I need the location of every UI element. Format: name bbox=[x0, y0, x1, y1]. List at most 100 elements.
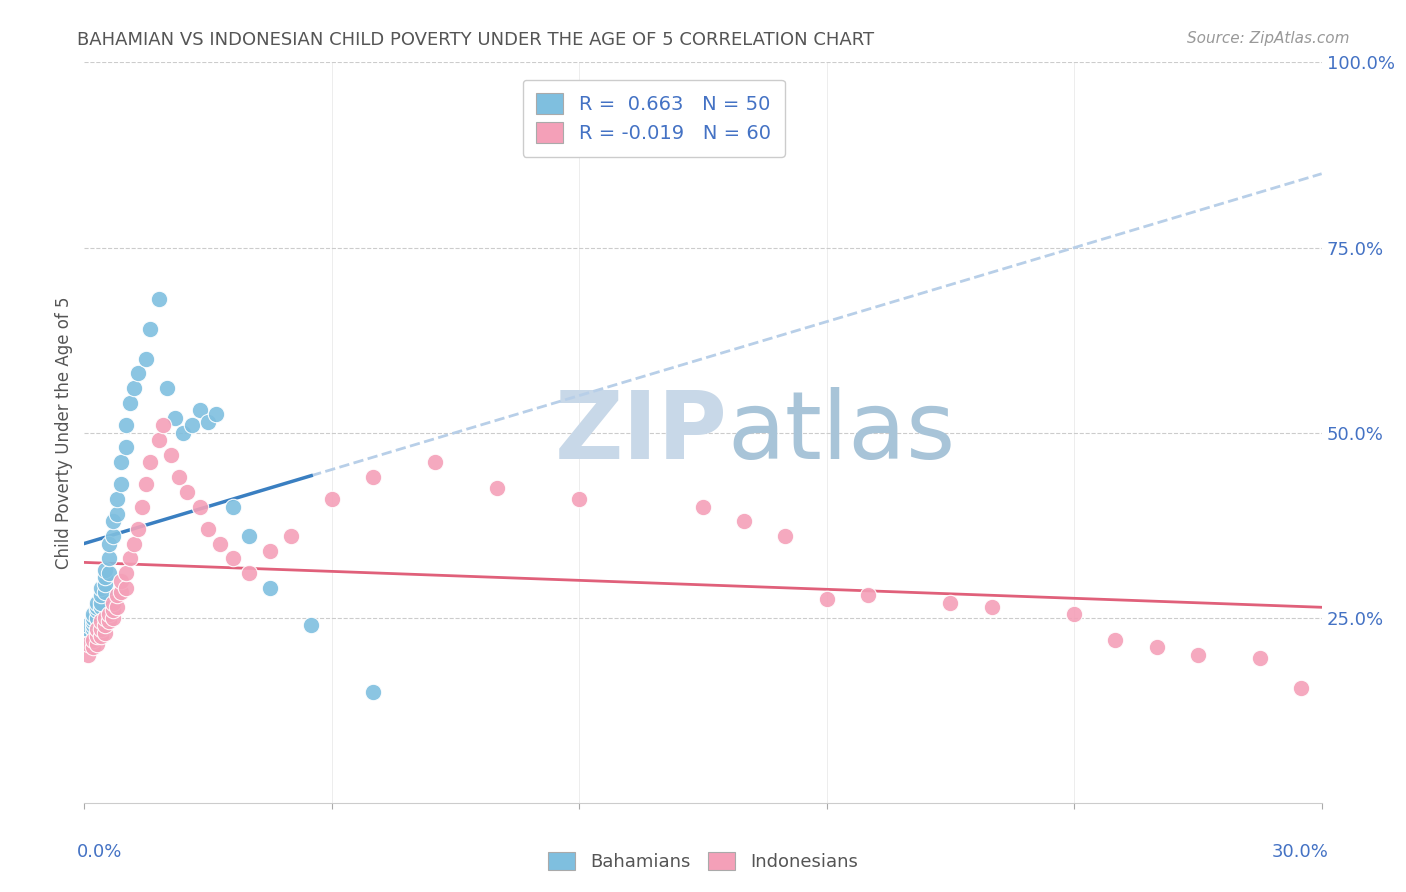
Point bbox=[188, 500, 211, 514]
Legend: R =  0.663   N = 50, R = -0.019   N = 60: R = 0.663 N = 50, R = -0.019 N = 60 bbox=[523, 79, 785, 157]
Point bbox=[127, 367, 149, 381]
Point bbox=[105, 599, 128, 614]
Point bbox=[110, 455, 132, 469]
Point bbox=[77, 648, 100, 662]
Point bbox=[90, 629, 112, 643]
Point bbox=[160, 448, 183, 462]
Point bbox=[82, 632, 104, 647]
Point bbox=[90, 581, 112, 595]
Point bbox=[135, 351, 157, 366]
Point bbox=[980, 599, 1002, 614]
Legend: Bahamians, Indonesians: Bahamians, Indonesians bbox=[541, 845, 865, 879]
Point bbox=[86, 637, 108, 651]
Point bbox=[103, 515, 125, 529]
Point bbox=[361, 470, 384, 484]
Point bbox=[172, 425, 194, 440]
Point bbox=[222, 551, 245, 566]
Point bbox=[148, 433, 170, 447]
Point bbox=[180, 418, 202, 433]
Point bbox=[222, 500, 245, 514]
Point bbox=[485, 481, 508, 495]
Point bbox=[118, 396, 141, 410]
Point bbox=[105, 492, 128, 507]
Point bbox=[280, 529, 302, 543]
Text: BAHAMIAN VS INDONESIAN CHILD POVERTY UNDER THE AGE OF 5 CORRELATION CHART: BAHAMIAN VS INDONESIAN CHILD POVERTY UND… bbox=[77, 31, 875, 49]
Point bbox=[77, 618, 100, 632]
Point bbox=[139, 322, 162, 336]
Y-axis label: Child Poverty Under the Age of 5: Child Poverty Under the Age of 5 bbox=[55, 296, 73, 569]
Point bbox=[86, 603, 108, 617]
Point bbox=[167, 470, 190, 484]
Point bbox=[103, 610, 125, 624]
Text: 0.0%: 0.0% bbox=[77, 843, 122, 861]
Point bbox=[110, 584, 132, 599]
Point bbox=[90, 596, 112, 610]
Point bbox=[98, 566, 121, 581]
Point bbox=[152, 418, 174, 433]
Point bbox=[205, 407, 228, 421]
Point bbox=[86, 629, 108, 643]
Point bbox=[1249, 651, 1271, 665]
Point bbox=[259, 544, 281, 558]
Point bbox=[139, 455, 162, 469]
Text: ZIP: ZIP bbox=[555, 386, 728, 479]
Point bbox=[77, 629, 100, 643]
Point bbox=[94, 584, 117, 599]
Point bbox=[94, 625, 117, 640]
Point bbox=[122, 381, 145, 395]
Text: 30.0%: 30.0% bbox=[1272, 843, 1329, 861]
Point bbox=[775, 529, 797, 543]
Point bbox=[197, 415, 219, 429]
Point bbox=[86, 599, 108, 614]
Point bbox=[321, 492, 343, 507]
Point bbox=[148, 293, 170, 307]
Point bbox=[176, 484, 198, 499]
Point bbox=[77, 625, 100, 640]
Point bbox=[94, 570, 117, 584]
Point bbox=[90, 599, 112, 614]
Point bbox=[90, 589, 112, 603]
Point bbox=[692, 500, 714, 514]
Point bbox=[131, 500, 153, 514]
Point bbox=[299, 618, 322, 632]
Point bbox=[98, 607, 121, 621]
Point bbox=[98, 551, 121, 566]
Point bbox=[815, 592, 838, 607]
Point bbox=[86, 610, 108, 624]
Point bbox=[90, 622, 112, 636]
Point bbox=[1289, 681, 1312, 695]
Point bbox=[1063, 607, 1085, 621]
Point bbox=[733, 515, 755, 529]
Point bbox=[118, 551, 141, 566]
Text: atlas: atlas bbox=[728, 386, 956, 479]
Point bbox=[238, 566, 260, 581]
Point bbox=[86, 596, 108, 610]
Point bbox=[82, 610, 104, 624]
Point bbox=[114, 418, 136, 433]
Point bbox=[114, 566, 136, 581]
Point bbox=[165, 410, 187, 425]
Point bbox=[110, 477, 132, 491]
Point bbox=[939, 596, 962, 610]
Point bbox=[94, 618, 117, 632]
Point bbox=[82, 607, 104, 621]
Point bbox=[110, 574, 132, 588]
Point bbox=[197, 522, 219, 536]
Point bbox=[77, 622, 100, 636]
Point bbox=[238, 529, 260, 543]
Point bbox=[105, 507, 128, 521]
Point bbox=[98, 536, 121, 550]
Point bbox=[1146, 640, 1168, 655]
Point bbox=[361, 685, 384, 699]
Point bbox=[156, 381, 179, 395]
Point bbox=[1187, 648, 1209, 662]
Point bbox=[82, 615, 104, 629]
Point bbox=[259, 581, 281, 595]
Point bbox=[90, 615, 112, 629]
Point bbox=[568, 492, 591, 507]
Text: Source: ZipAtlas.com: Source: ZipAtlas.com bbox=[1187, 31, 1350, 46]
Point bbox=[103, 603, 125, 617]
Point bbox=[105, 589, 128, 603]
Point bbox=[209, 536, 232, 550]
Point bbox=[188, 403, 211, 417]
